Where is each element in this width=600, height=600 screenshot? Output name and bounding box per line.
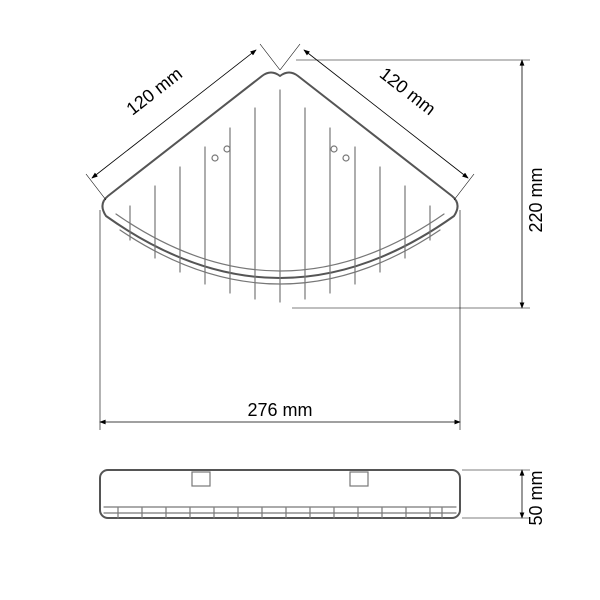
dim-front-height-label: 50 mm	[526, 470, 546, 525]
dim-front-height: 50 mm	[462, 470, 546, 526]
top-view-wires	[130, 90, 430, 302]
dim-width-label: 276 mm	[247, 400, 312, 420]
top-view	[102, 73, 457, 303]
dim-top-left: 120 mm	[86, 44, 280, 200]
dim-top-left-label: 120 mm	[123, 63, 187, 119]
dim-top-right: 120 mm	[280, 44, 474, 200]
dim-top-right-label: 120 mm	[376, 63, 440, 119]
dimension-drawing: 120 mm 120 mm 220 mm 276 mm 50 mm	[0, 0, 600, 600]
dim-height-label: 220 mm	[526, 167, 546, 232]
front-view	[100, 470, 460, 518]
